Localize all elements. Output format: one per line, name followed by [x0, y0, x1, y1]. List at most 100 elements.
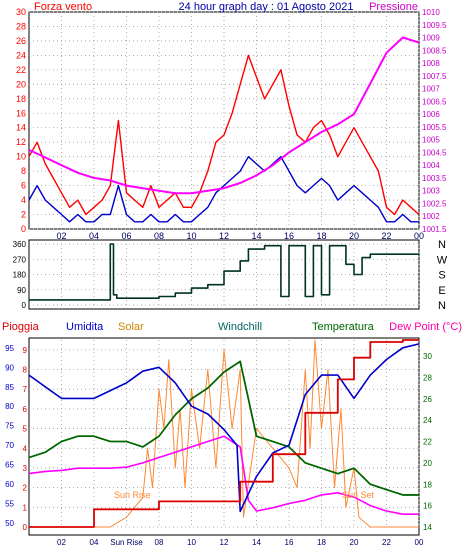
p3-ytick-humidity: 80 [5, 402, 14, 411]
p1-xtick: 12 [219, 231, 229, 241]
p1-xtick: 22 [381, 231, 391, 241]
p2-series-direzione [29, 243, 419, 301]
p3-ytick-temp: 16 [423, 502, 432, 511]
p3-ytick-rain: 3 [23, 464, 28, 473]
p3-ytick-rain: 7 [23, 385, 28, 394]
p3-ytick-temp: 20 [423, 459, 432, 468]
p3-ytick-temp: 30 [423, 352, 432, 361]
p3-ytick-temp: 28 [423, 373, 432, 382]
p1-xtick: 20 [349, 231, 359, 241]
p3-ytick-rain: 4 [23, 444, 28, 453]
p3-ytick-humidity: 85 [5, 383, 14, 392]
p1-ytick-left: 8 [21, 166, 26, 176]
legend-windchill: Windchill [218, 321, 262, 333]
p2-ytick-left: 90 [17, 286, 26, 295]
p1-series-forza-vento [28, 54, 420, 216]
p1-xtick: 02 [56, 231, 66, 241]
p3-xtick: 16 [285, 538, 294, 547]
title-forza-vento: Forza vento [34, 1, 92, 13]
legend-pioggia: Pioggia [2, 321, 40, 333]
p3-series-umidita [28, 343, 420, 513]
p2-ytick-compass: S [438, 270, 445, 282]
p1-ytick-right: 1009 [422, 34, 440, 43]
legend-temperatura: Temperatura [312, 321, 375, 333]
p2-ytick-compass: N [438, 239, 446, 251]
p3-xtick: Sun Rise [110, 538, 143, 547]
annotation-sun-rise: Sun Rise [114, 490, 151, 500]
p1-xtick: 08 [154, 231, 164, 241]
p1-ytick-left: 12 [16, 137, 26, 147]
p3-series-pioggia [29, 339, 419, 528]
p3-series-solar [29, 339, 419, 528]
p1-ytick-left: 16 [16, 108, 26, 118]
p2-ytick-left: 180 [13, 271, 27, 280]
p1-xtick: 14 [251, 231, 261, 241]
p1-xtick: 16 [284, 231, 294, 241]
p3-ytick-humidity: 75 [5, 422, 14, 431]
p1-xtick: 06 [121, 231, 131, 241]
p2-ytick-compass: E [438, 285, 445, 297]
p3-ytick-humidity: 95 [5, 344, 14, 353]
legend-umidita: Umidita [66, 321, 104, 333]
legend-dew-point: Dew Point (°C) [389, 321, 462, 333]
p3-ytick-humidity: 50 [5, 519, 14, 528]
p1-ytick-left: 18 [16, 94, 26, 104]
p1-xtick: 10 [186, 231, 196, 241]
p3-ytick-rain: 1 [23, 503, 28, 512]
p1-ytick-right: 1004 [422, 161, 440, 170]
p3-series-dew-point [28, 435, 419, 516]
p3-xtick: 18 [317, 538, 326, 547]
p3-ytick-temp: 26 [423, 395, 432, 404]
p1-xtick: 00 [414, 231, 424, 241]
p2-ytick-left: 270 [13, 255, 27, 264]
p3-ytick-temp: 18 [423, 480, 432, 489]
p1-ytick-left: 26 [16, 36, 26, 46]
p3-series-temperatura [28, 360, 419, 496]
p2-ytick-compass: N [438, 300, 446, 312]
p1-ytick-right: 1002 [422, 212, 440, 221]
series-layer [28, 36, 420, 528]
p3-xtick: 02 [57, 538, 66, 547]
p1-ytick-left: 14 [16, 123, 26, 133]
p1-ytick-right: 1009.5 [422, 21, 447, 30]
p3-ytick-rain: 8 [23, 366, 28, 375]
p1-ytick-right: 1008 [422, 59, 440, 68]
p3-xtick: 12 [220, 538, 229, 547]
p1-ytick-left: 20 [16, 79, 26, 89]
p1-ytick-left: 6 [21, 181, 26, 191]
p3-xtick: 20 [350, 538, 359, 547]
p3-ytick-rain: 6 [23, 405, 28, 414]
p2-ytick-left: 0 [22, 301, 27, 310]
annotation-sun-set: Sun Set [342, 490, 375, 500]
p1-ytick-left: 22 [16, 65, 26, 75]
axis-layer: 0246810121416182022242628301001.51002100… [5, 7, 448, 547]
legend-solar: Solar [118, 321, 144, 333]
p1-ytick-left: 2 [21, 210, 26, 220]
p1-ytick-right: 1006.5 [422, 97, 447, 106]
p3-ytick-humidity: 70 [5, 441, 14, 450]
p3-ytick-temp: 22 [423, 438, 432, 447]
p3-ytick-humidity: 60 [5, 480, 14, 489]
p1-ytick-right: 1007 [422, 85, 440, 94]
p1-ytick-left: 0 [21, 224, 26, 234]
p1-ytick-right: 1007.5 [422, 72, 447, 81]
p2-ytick-left: 360 [13, 240, 27, 249]
p1-ytick-right: 1003.5 [422, 174, 447, 183]
p2-ytick-compass: W [437, 254, 448, 266]
p1-ytick-right: 1002.5 [422, 199, 447, 208]
p1-xtick: 04 [89, 231, 99, 241]
p3-xtick: 00 [415, 538, 424, 547]
p1-ytick-right: 1010 [422, 8, 440, 17]
p1-ytick-right: 1006 [422, 110, 440, 119]
p1-xtick: 18 [316, 231, 326, 241]
p3-ytick-humidity: 65 [5, 461, 14, 470]
p1-ytick-right: 1004.5 [422, 148, 447, 157]
p1-series-raffica [28, 155, 419, 223]
p3-xtick: 22 [382, 538, 391, 547]
p3-xtick: 10 [187, 538, 196, 547]
p1-ytick-right: 1008.5 [422, 46, 447, 55]
p1-ytick-left: 4 [21, 195, 26, 205]
p1-ytick-left: 10 [16, 152, 26, 162]
p3-ytick-rain: 2 [23, 484, 28, 493]
